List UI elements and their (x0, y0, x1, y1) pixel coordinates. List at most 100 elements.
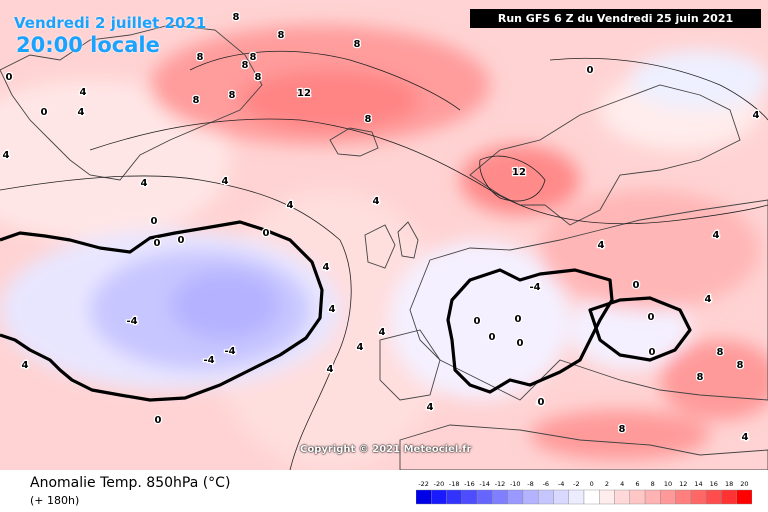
zero-contours (0, 220, 692, 402)
legend-tick-label: -22 (418, 480, 429, 488)
legend-swatch (629, 489, 646, 505)
legend-swatch (553, 489, 569, 505)
legend-tick-label: -18 (449, 480, 460, 488)
contour-label: 4 (598, 240, 605, 251)
legend-tick-label: -14 (479, 480, 490, 488)
contour-label: -4 (126, 316, 137, 327)
contour-label: 4 (713, 230, 720, 241)
legend-tick-label: -8 (527, 480, 533, 488)
contour-label: 4 (705, 294, 712, 305)
contour-label: 8 (365, 114, 372, 125)
contour-label: 0 (474, 316, 481, 327)
contour-label: 0 (515, 314, 522, 325)
legend-swatch (614, 489, 631, 505)
legend-swatch (507, 489, 524, 505)
legend-swatch (690, 489, 707, 505)
legend-swatch (660, 489, 676, 505)
contour-label: 4 (537, 397, 544, 408)
contour-label: 8 (737, 360, 744, 371)
contour-label: 4 (357, 342, 364, 353)
legend-tick-label: 2 (605, 480, 609, 488)
legend-swatch (522, 489, 539, 505)
contour-label: 8 (229, 90, 236, 101)
contour-label: 4 (222, 176, 229, 187)
legend-tick-label: -16 (464, 480, 475, 488)
contour-label: 8 (197, 52, 204, 63)
valid-time: 20:00 locale (16, 33, 160, 57)
land-masses (0, 24, 768, 470)
legend-tick-label: 10 (664, 480, 672, 488)
legend-swatch (537, 489, 554, 505)
legend-tick-label: 4 (620, 480, 624, 488)
contour-label: 0 (648, 312, 655, 323)
contour-label: 0 (178, 235, 185, 246)
legend-tick-label: 20 (740, 480, 748, 488)
contour-label: 4 (323, 262, 330, 273)
secondary-contours (0, 50, 768, 470)
legend-swatch (675, 489, 692, 505)
contour-label: 4 (742, 432, 749, 443)
legend-swatch (476, 489, 493, 505)
contour-label: 8 (250, 52, 257, 63)
contour-label: 0 (587, 65, 594, 76)
contour-label: 0 (538, 397, 545, 408)
contour-label: 0 (41, 107, 48, 118)
contour-label: 0 (649, 347, 656, 358)
legend-swatch (644, 489, 661, 505)
forecast-lead: (+ 180h) (30, 494, 80, 507)
contour-label: 0 (155, 415, 162, 426)
contour-label: 8 (354, 39, 361, 50)
contour-label: 4 (22, 360, 29, 371)
contour-label: -4 (224, 346, 235, 357)
contour-label: 4 (329, 304, 336, 315)
copyright-notice: Copyright © 2021 Meteociel.fr (300, 444, 472, 455)
legend-tick-label: 12 (679, 480, 687, 488)
contour-label: 8 (255, 72, 262, 83)
legend-swatch (736, 489, 752, 505)
contour-label: 0 (517, 338, 524, 349)
contour-label: 0 (154, 238, 161, 249)
legend-swatch (568, 489, 585, 505)
contour-label: 8 (242, 60, 249, 71)
legend-swatch (721, 489, 737, 505)
contour-label: 12 (512, 167, 526, 178)
legend-tick-label: -2 (573, 480, 579, 488)
contour-label: 0 (633, 280, 640, 291)
contour-label: 4 (753, 110, 760, 121)
legend-swatch (416, 489, 432, 505)
contour-label: 8 (619, 424, 626, 435)
legend-tick-label: -6 (543, 480, 549, 488)
contour-label: 4 (78, 107, 85, 118)
contour-label: 8 (233, 12, 240, 23)
legend-tick-label: 8 (651, 480, 655, 488)
contour-label: 4 (141, 178, 148, 189)
contour-label: 0 (151, 216, 158, 227)
legend-tick-label: -12 (495, 480, 506, 488)
contour-label: -4 (529, 282, 540, 293)
contour-label: 8 (193, 95, 200, 106)
legend-tick-label: -10 (510, 480, 521, 488)
legend-tick-label: -20 (434, 480, 445, 488)
legend-tick-label: -4 (558, 480, 564, 488)
parameter-label: Anomalie Temp. 850hPa (°C) (30, 475, 231, 491)
legend-tick-label: 16 (710, 480, 718, 488)
contour-label: 4 (327, 364, 334, 375)
legend-tick-label: 14 (694, 480, 702, 488)
contour-label: 0 (489, 332, 496, 343)
legend-swatch (492, 489, 508, 505)
legend-tick-label: 0 (590, 480, 594, 488)
contour-label: 0 (263, 228, 270, 239)
legend-swatch (446, 489, 463, 505)
contour-label: 0 (6, 72, 13, 83)
contour-label: 4 (379, 327, 386, 338)
contour-label: 4 (3, 150, 10, 161)
legend-swatch (461, 489, 478, 505)
legend-swatch (599, 489, 615, 505)
contour-label: 4 (287, 200, 294, 211)
contour-label: 8 (717, 347, 724, 358)
contour-label: 12 (297, 88, 311, 99)
contour-label: 4 (80, 87, 87, 98)
valid-date: Vendredi 2 juillet 2021 (14, 14, 207, 32)
